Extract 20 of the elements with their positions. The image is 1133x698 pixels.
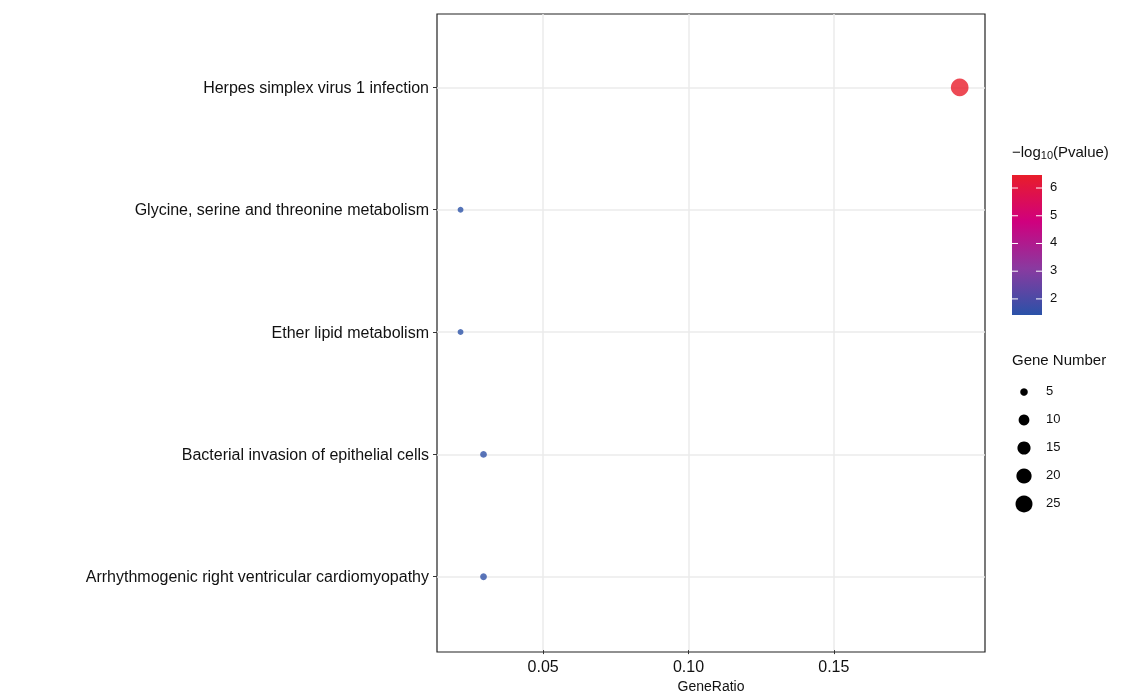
x-tick-label: 0.15 [818, 657, 850, 675]
x-tick-label: 0.05 [527, 657, 559, 675]
legend-label: 25 [1046, 495, 1061, 510]
legend-label: 10 [1046, 411, 1061, 426]
color-bar-label: 6 [1050, 179, 1058, 195]
y-tick-label: Glycine, serine and threonine metabolism [134, 201, 429, 219]
legend-title: Gene Number [1012, 351, 1107, 368]
y-tick-label: Bacterial invasion of epithelial cells [181, 445, 429, 463]
color-bar-label: 5 [1050, 206, 1058, 222]
x-tick-label: 0.10 [672, 657, 705, 675]
legend-label: 15 [1046, 439, 1061, 454]
legend-label: 5 [1046, 383, 1054, 398]
y-tick-label: Herpes simplex virus 1 infection [203, 78, 429, 96]
y-tick-label: Ether lipid metabolism [271, 323, 429, 341]
color-bar-label: 2 [1050, 289, 1058, 305]
color-bar-label: 3 [1050, 262, 1058, 278]
x-axis-title: GeneRatio [677, 678, 745, 694]
color-bar-label: 4 [1050, 234, 1058, 250]
y-tick-label: Arrhythmogenic right ventricular cardiomyopathy [85, 568, 429, 586]
legend-label: 20 [1046, 467, 1061, 482]
